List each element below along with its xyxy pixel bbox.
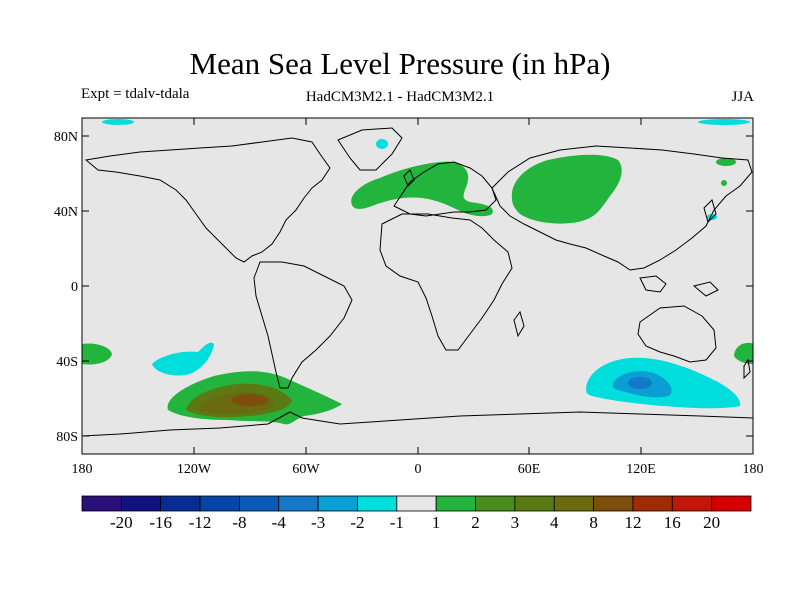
season-label: JJA: [731, 89, 754, 105]
colorbar-label: 2: [471, 513, 480, 532]
colorbar-swatch: [475, 495, 516, 512]
colorbar-label: 20: [703, 513, 720, 532]
north-america-outline: [84, 137, 331, 263]
colorbar-label: -8: [232, 513, 246, 532]
lon-label: 180: [743, 462, 764, 477]
lon-label: 0: [415, 462, 422, 477]
colorbar-label: -1: [390, 513, 404, 532]
colorbar-swatch: [514, 495, 555, 512]
map-title: Mean Sea Level Pressure (in hPa): [189, 46, 611, 81]
colorbar-label: -2: [350, 513, 364, 532]
colorbar-swatch: [593, 495, 634, 512]
latitude-axis: 80N 40N 0 40S 80S: [54, 130, 753, 445]
antarctica-outline: [81, 411, 754, 437]
colorbar-swatch: [671, 495, 713, 512]
indonesia-outline: [639, 275, 667, 293]
lon-label: 180: [72, 462, 93, 477]
colorbar-label: 1: [432, 513, 441, 532]
new-guinea-outline: [692, 281, 719, 297]
australia-outline: [637, 305, 717, 363]
longitude-axis: 180 120W 60W 0 60E 120E 180: [72, 118, 764, 477]
lat-label: 0: [71, 280, 78, 295]
new-zealand-outline: [743, 358, 751, 380]
experiment-label: Expt = tdalv-tdala: [81, 86, 190, 102]
green-patch-kamchatka: [721, 180, 727, 186]
colorbar-swatch: [553, 495, 594, 512]
colorbar-label: -12: [189, 513, 212, 532]
uk-outline: [403, 169, 415, 187]
lon-label: 120E: [626, 462, 656, 477]
colorbar-label: 8: [589, 513, 598, 532]
colorbar-swatch: [81, 495, 122, 512]
cyan-patch-south-pacific: [152, 342, 214, 376]
cyan-patch-arctic-east: [698, 119, 750, 125]
colorbar-swatch: [711, 495, 752, 512]
colorbar-label: 16: [664, 513, 681, 532]
colorbar-swatch: [435, 495, 476, 512]
colorbar-swatch: [396, 495, 437, 512]
japan-outline: [703, 199, 717, 223]
lon-label: 60W: [292, 462, 320, 477]
colorbar-label: 3: [511, 513, 520, 532]
colorbar-label: 12: [624, 513, 641, 532]
colorbar-swatch: [199, 495, 240, 512]
cyan-patch-greenland: [376, 139, 388, 149]
lat-label: 80S: [56, 430, 78, 445]
colorbar: -20 -16 -12 -8 -4 -3 -2 -1 1 2 3 4 8 12 16 20: [81, 495, 752, 532]
lon-label: 120W: [177, 462, 212, 477]
lat-label: 40S: [56, 355, 78, 370]
contour-fills: [82, 119, 753, 425]
dark-blue-core-south-indian: [628, 377, 652, 389]
green-patch-west-edge: [82, 343, 112, 365]
colorbar-label: -3: [311, 513, 325, 532]
colorbar-label: -20: [110, 513, 133, 532]
lat-label: 80N: [54, 130, 78, 145]
coastlines: [81, 127, 754, 437]
colorbar-swatch: [278, 495, 319, 512]
colorbar-swatch: [632, 495, 673, 512]
green-zone-central-asia: [511, 154, 622, 224]
green-zone-north-atlantic: [351, 161, 493, 217]
asia-outline: [491, 145, 753, 271]
lon-label: 60E: [518, 462, 541, 477]
greenland-outline: [337, 127, 403, 171]
colorbar-label: 4: [550, 513, 559, 532]
dark-brown-core-south-pacific: [232, 394, 268, 406]
africa-outline: [379, 213, 513, 351]
colorbar-swatch: [317, 495, 358, 512]
south-america-outline: [253, 261, 353, 389]
madagascar-outline: [513, 310, 525, 338]
colorbar-swatch: [357, 495, 398, 512]
colorbar-swatch: [239, 495, 280, 512]
green-patch-east-siberia: [716, 158, 736, 166]
green-patch-east-edge: [734, 342, 753, 364]
colorbar-swatch: [120, 495, 162, 512]
lat-label: 40N: [54, 205, 78, 220]
colorbar-label: -16: [149, 513, 172, 532]
colorbar-swatch: [160, 495, 201, 512]
cyan-patch-arctic-west: [102, 119, 134, 125]
model-label: HadCM3M2.1 - HadCM3M2.1: [305, 89, 495, 105]
colorbar-label: -4: [272, 513, 287, 532]
